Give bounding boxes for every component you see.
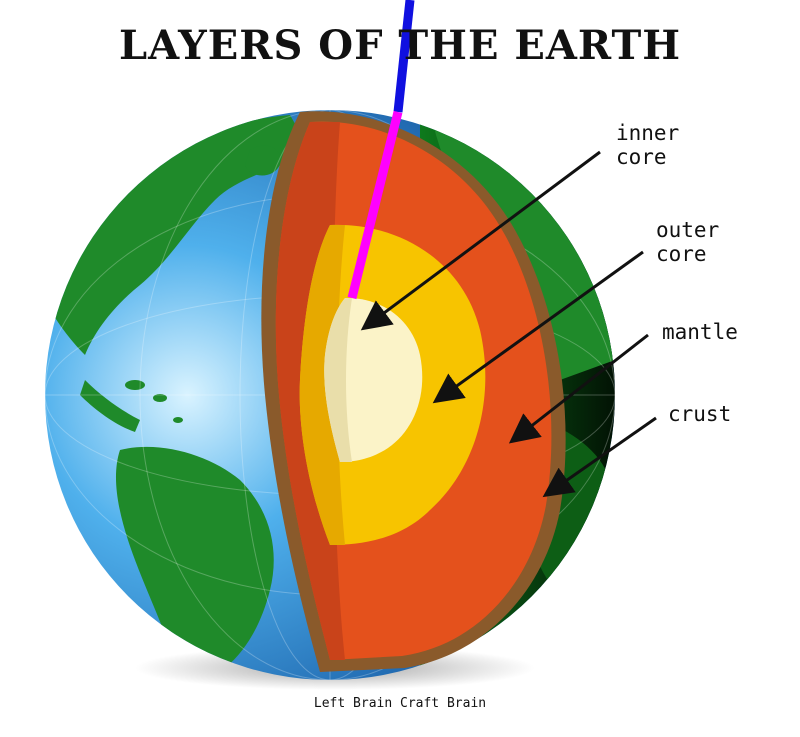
- credit-text: Left Brain Craft Brain: [313, 696, 487, 711]
- axis-line-outer: [393, 0, 415, 113]
- continent-south-america: [115, 446, 274, 680]
- label-mantle: mantle: [662, 320, 738, 344]
- pointer-arrow-icon: [360, 150, 657, 498]
- label-outer-core: outer core: [656, 218, 720, 266]
- continent-europe-africa: [430, 110, 615, 380]
- arrow-inner-core: [360, 150, 601, 331]
- label-crust: crust: [668, 402, 732, 426]
- continent-central-america: [80, 380, 140, 432]
- inner-core-layer: [324, 297, 423, 462]
- page-title: LAYERS OF THE EARTH: [118, 22, 682, 69]
- axis-line-inner: [347, 110, 403, 300]
- island: [173, 417, 183, 423]
- cutaway-section: [261, 111, 566, 673]
- continent-north-america: [45, 115, 310, 355]
- outer-core-shade: [299, 225, 345, 545]
- continent-greenland: [245, 145, 281, 176]
- arrow-crust: [542, 416, 657, 498]
- island: [153, 394, 167, 402]
- arrow-outer-core: [432, 250, 644, 404]
- inner-core-shade: [324, 298, 352, 462]
- label-inner-core: inner core: [616, 121, 680, 169]
- arrow-mantle: [508, 333, 649, 444]
- island: [125, 380, 145, 390]
